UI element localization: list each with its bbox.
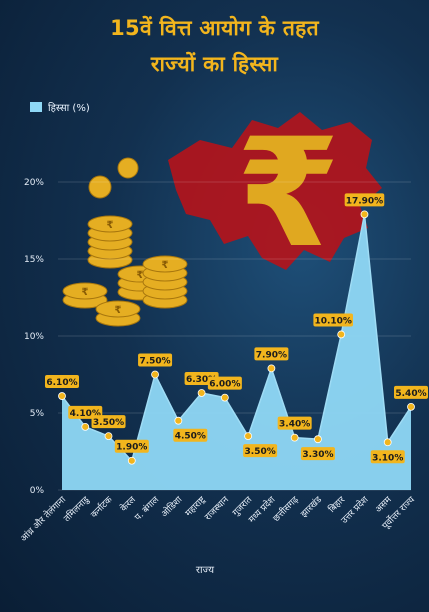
plot-area: 6.10%4.10%3.50%1.90%7.50%4.50%6.30%6.00%…: [45, 193, 428, 490]
x-tick-label: झारखंड: [299, 494, 325, 520]
data-label-bg: [138, 353, 173, 367]
data-point: [267, 364, 276, 373]
data-point: [244, 432, 253, 441]
data-label-bg: [45, 375, 79, 389]
data-point: [220, 393, 229, 402]
rupee-symbol-illustration: ₹: [236, 107, 340, 281]
data-point: [337, 330, 346, 339]
chart-title-line1: 15वें वित्त आयोग के तहत: [110, 16, 319, 40]
data-point: [360, 210, 369, 219]
data-label: 1.90%: [116, 443, 147, 453]
data-point: [383, 438, 392, 447]
data-label-bg: [254, 347, 289, 361]
x-tick-label: प. बंगाल: [133, 494, 162, 523]
data-label-bg: [344, 193, 385, 207]
legend: हिस्सा (%): [30, 100, 90, 114]
x-tick-label: बिहार: [326, 493, 348, 515]
svg-text:₹: ₹: [82, 287, 89, 298]
data-point: [314, 435, 322, 444]
x-tick-label: राजस्थान: [203, 494, 231, 522]
series-area: [62, 214, 411, 490]
data-label-bg: [394, 385, 428, 399]
x-tick-label: असम: [374, 495, 394, 515]
data-label: 5.40%: [395, 389, 426, 399]
data-label: 4.10%: [70, 409, 101, 419]
data-label: 4.50%: [175, 432, 206, 442]
data-label: 3.10%: [372, 453, 403, 463]
x-tick-label: तमिलनाडु: [61, 493, 92, 524]
data-label-bg: [173, 428, 208, 442]
y-tick-label: 10%: [24, 332, 44, 342]
data-label: 17.90%: [346, 196, 384, 206]
data-label-bg: [243, 444, 278, 458]
data-point: [174, 416, 183, 425]
data-point: [104, 432, 113, 441]
data-label: 3.30%: [302, 450, 333, 460]
data-label-bg: [370, 450, 405, 464]
india-map-illustration: [168, 112, 382, 270]
data-label: 3.50%: [245, 447, 276, 457]
legend-label: हिस्सा (%): [48, 103, 90, 114]
x-tick-label: छत्तीसगढ़: [270, 493, 301, 524]
data-label-bg: [114, 439, 149, 453]
svg-text:₹: ₹: [162, 260, 169, 271]
coin-stacks-illustration: ₹ ₹ ₹ ₹ ₹: [62, 157, 188, 327]
x-tick-label: उत्तर प्रदेश: [338, 493, 371, 526]
data-label: 3.40%: [279, 420, 310, 430]
data-point: [290, 433, 299, 442]
x-axis: आंध्र और तेलंगानातमिलनाडुकर्नाटक केरलप. ब…: [18, 493, 418, 544]
data-label: 7.50%: [139, 357, 170, 367]
data-label-bg: [277, 416, 312, 430]
svg-text:₹: ₹: [236, 107, 340, 281]
data-label-bg: [300, 447, 335, 461]
chart-title-line2: राज्यों का हिस्सा: [150, 52, 279, 76]
x-axis-title: राज्य: [196, 565, 214, 576]
data-point: [197, 389, 206, 397]
data-point: [81, 422, 90, 431]
x-tick-label: आंध्र और तेलंगाना: [18, 493, 69, 544]
y-tick-label: 20%: [24, 178, 44, 188]
data-point: [151, 370, 159, 379]
x-tick-label: केरल: [118, 493, 139, 514]
data-label: 6.10%: [46, 378, 77, 388]
data-label: 10.10%: [314, 316, 352, 326]
svg-text:₹: ₹: [107, 220, 114, 231]
data-label: 6.30%: [186, 375, 217, 385]
data-label: 6.00%: [209, 380, 240, 390]
data-point: [58, 392, 66, 400]
y-tick-label: 5%: [30, 409, 45, 419]
y-tick-label: 0%: [30, 486, 45, 496]
x-tick-label: कर्नाटक: [88, 493, 115, 520]
data-label-bg: [313, 313, 353, 327]
data-label: 7.90%: [256, 350, 287, 360]
svg-text:₹: ₹: [137, 270, 144, 281]
x-tick-label: मध्य प्रदेश: [246, 493, 278, 525]
data-label-bg: [207, 376, 242, 390]
svg-text:₹: ₹: [115, 305, 122, 316]
data-point: [407, 402, 415, 411]
data-label-bg: [91, 415, 126, 429]
data-point: [127, 456, 136, 465]
y-axis: 0% 5% 10% 15% 20%: [24, 178, 44, 496]
y-tick-label: 15%: [24, 255, 44, 265]
x-tick-label: ओडिशा: [158, 493, 184, 519]
legend-swatch: [30, 102, 42, 112]
data-label: 3.50%: [93, 418, 124, 428]
